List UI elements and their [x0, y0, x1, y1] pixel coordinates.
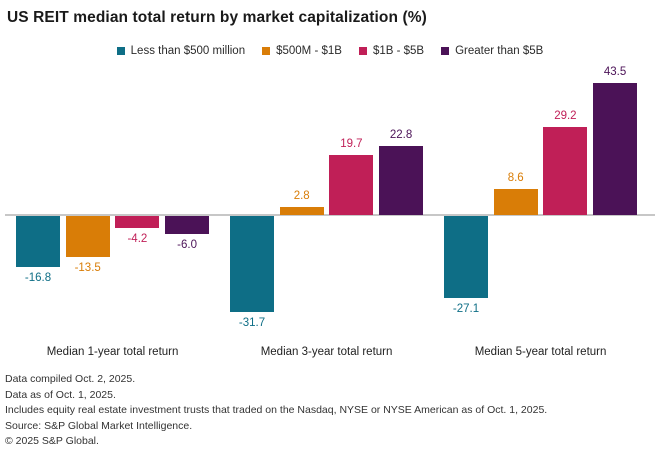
- x-axis-label-1: Median 1-year total return: [46, 346, 179, 358]
- bar-3-2: [493, 189, 538, 216]
- bar-value-label: -16.8: [24, 271, 52, 284]
- bar-1-2: [65, 215, 110, 257]
- x-axis-label-3: Median 5-year total return: [474, 346, 607, 358]
- bar-value-label: -6.0: [177, 238, 197, 251]
- bar-value-label: -4.2: [127, 233, 148, 246]
- footer-line: Data compiled Oct. 2, 2025.: [5, 373, 136, 385]
- legend-item-1: Less than $500 million: [116, 45, 246, 57]
- bar-1-1: [16, 215, 60, 267]
- footer-line: Data as of Oct. 1, 2025.: [5, 388, 116, 401]
- bar-value-label: 22.8: [389, 129, 413, 142]
- footer-notes: Data compiled Oct. 2, 2025. Data as of O…: [5, 372, 547, 450]
- legend-label: Greater than $5B: [455, 45, 544, 57]
- legend-swatch-icon: [116, 47, 125, 55]
- bar-3-1: [444, 215, 488, 299]
- bar-2-4: [379, 146, 424, 216]
- bar-value-label: -13.5: [74, 261, 101, 274]
- bar-value-label: -27.1: [452, 303, 480, 316]
- bar-1-3: [115, 215, 160, 229]
- legend-label: $1B - $5B: [372, 45, 425, 57]
- footer-line: © 2025 S&P Global.: [5, 435, 99, 447]
- footer-line: Source: S&P Global Market Intelligence.: [5, 419, 193, 432]
- bar-value-label: 2.8: [293, 189, 310, 202]
- bar-3-3: [543, 126, 588, 216]
- legend-item-4: Greater than $5B: [441, 45, 543, 57]
- legend-swatch-icon: [262, 47, 271, 55]
- chart-legend: Less than $500 million $500M - $1B $1B - $…: [0, 45, 660, 57]
- bar-2-1: [230, 215, 274, 313]
- bar-value-label: 29.2: [554, 109, 577, 122]
- bar-3-4: [593, 82, 638, 216]
- bar-1-4: [165, 215, 210, 234]
- bar-value-label: -31.7: [238, 317, 266, 330]
- footer-line: Includes equity real estate investment t…: [5, 404, 548, 416]
- legend-swatch-icon: [441, 47, 450, 55]
- chart-title: US REIT median total return by market ca…: [7, 9, 427, 26]
- legend-label: $500M - $1B: [276, 45, 342, 57]
- legend-label: Less than $500 million: [130, 45, 246, 57]
- bar-value-label: 43.5: [603, 65, 627, 78]
- bar-value-label: 19.7: [340, 138, 363, 151]
- legend-swatch-icon: [358, 47, 367, 55]
- bar-value-label: 8.6: [507, 172, 524, 185]
- bar-2-2: [279, 206, 324, 216]
- x-axis-label-2: Median 3-year total return: [260, 346, 393, 358]
- legend-item-3: $1B - $5B: [358, 45, 425, 57]
- bar-2-3: [329, 155, 374, 216]
- legend-item-2: $500M - $1B: [262, 45, 342, 57]
